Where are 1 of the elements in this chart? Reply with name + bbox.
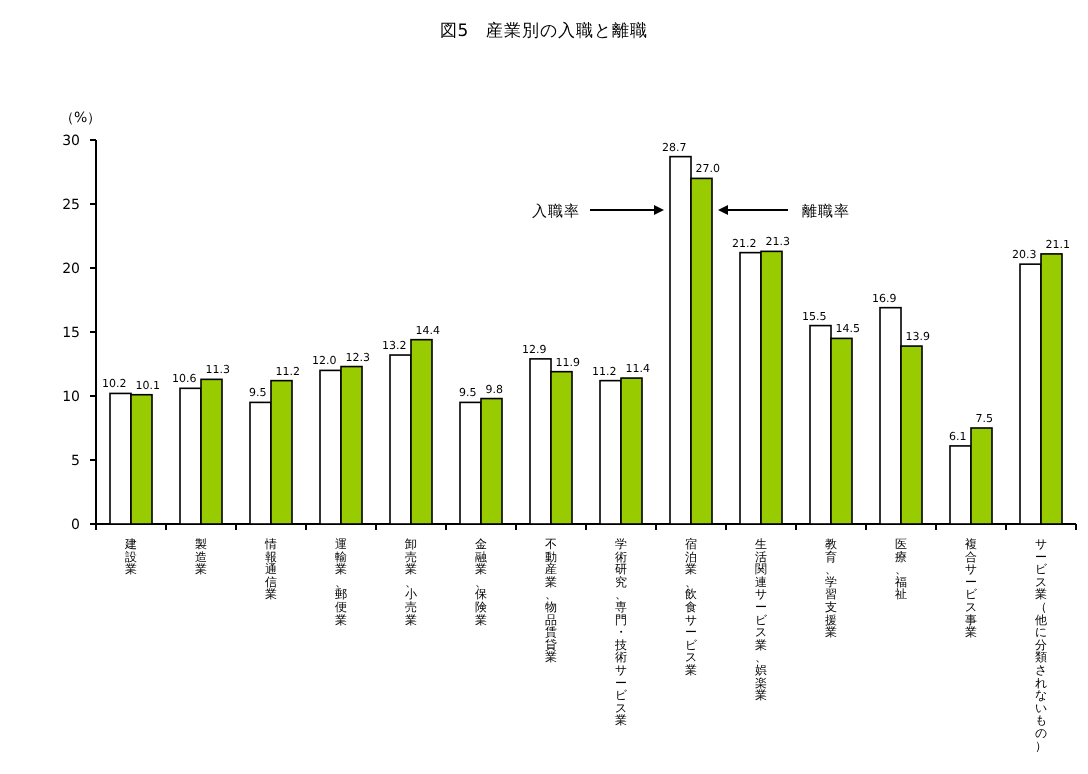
chart-title: 図5 産業別の入職と離職 (439, 20, 649, 42)
